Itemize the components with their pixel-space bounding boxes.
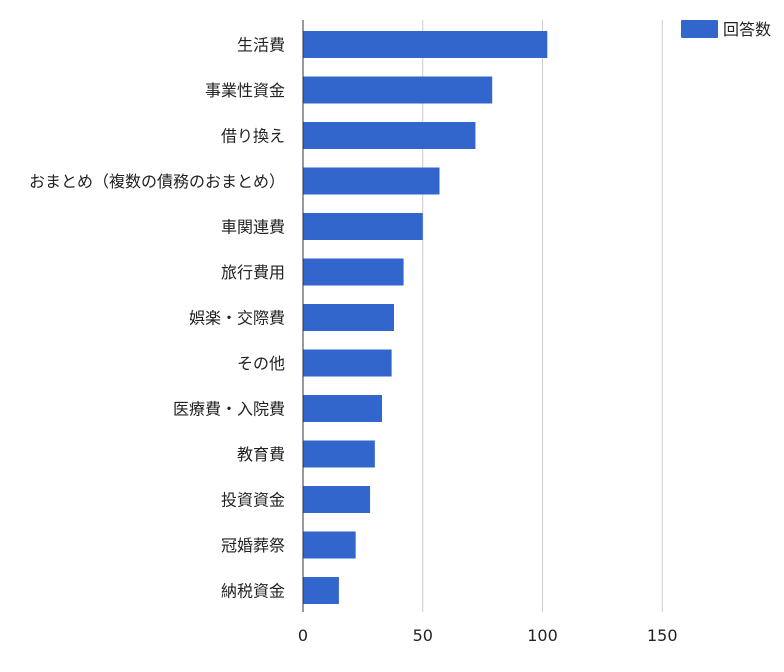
category-label-5: 旅行費用 (221, 263, 285, 282)
category-label-7: その他 (237, 354, 285, 373)
bar-9[interactable] (303, 440, 375, 468)
x-tick-50: 50 (413, 626, 433, 645)
category-label-3: おまとめ（複数の債務のおまとめ） (29, 172, 285, 191)
category-label-9: 教育費 (237, 445, 285, 464)
bar-0[interactable] (303, 31, 548, 58)
bars (303, 31, 548, 604)
x-tick-0: 0 (298, 626, 308, 645)
bar-2[interactable] (303, 122, 476, 149)
bar-1[interactable] (303, 76, 493, 104)
x-tick-150: 150 (647, 626, 678, 645)
legend-swatch (681, 20, 718, 38)
category-label-4: 車関連費 (221, 218, 285, 237)
bar-8[interactable] (303, 395, 383, 422)
bar-5[interactable] (303, 258, 404, 286)
legend[interactable]: 回答数 (681, 20, 771, 39)
category-label-11: 冠婚葬祭 (221, 536, 285, 555)
category-label-0: 生活費 (237, 36, 285, 55)
category-label-12: 納税資金 (221, 582, 285, 601)
category-label-6: 娯楽・交際費 (189, 309, 285, 328)
category-label-10: 投資資金 (221, 491, 285, 510)
bar-10[interactable] (303, 486, 371, 513)
bar-6[interactable] (303, 304, 395, 331)
legend-label: 回答数 (723, 20, 771, 39)
bar-4[interactable] (303, 213, 423, 240)
x-tick-labels: 0 50 100 150 (298, 626, 678, 645)
bar-12[interactable] (303, 577, 339, 604)
bar-7[interactable] (303, 349, 392, 377)
x-tick-100: 100 (527, 626, 558, 645)
category-label-8: 医療費・入院費 (173, 400, 285, 419)
bar-3[interactable] (303, 167, 440, 195)
category-label-2: 借り換え (221, 127, 285, 146)
category-label-1: 事業性資金 (205, 81, 285, 100)
bar-11[interactable] (303, 531, 356, 559)
gridlines (422, 20, 663, 612)
